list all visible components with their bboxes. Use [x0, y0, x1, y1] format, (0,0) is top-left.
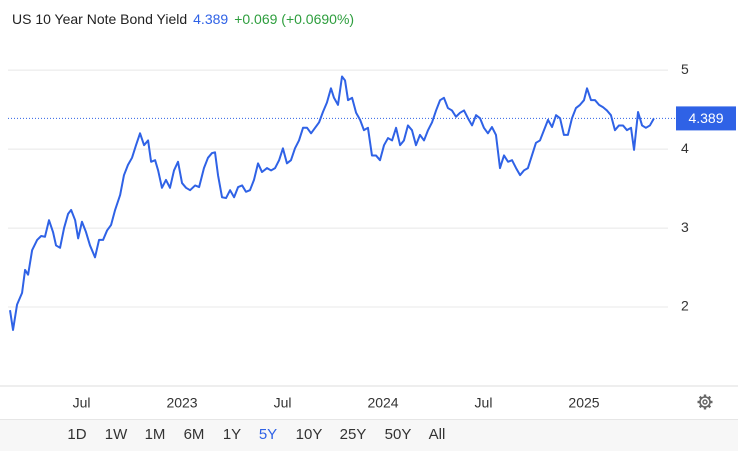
range-button[interactable]: 5Y: [258, 426, 278, 443]
range-button[interactable]: 1W: [104, 426, 128, 443]
range-button[interactable]: 1M: [144, 426, 166, 443]
x-tick-label: Jul: [475, 395, 493, 411]
price-marker: [676, 106, 736, 131]
price-line: [9, 75, 655, 331]
header: US 10 Year Note Bond Yield 4.389 +0.069 (+…: [12, 11, 360, 27]
x-tick-label: 2023: [166, 395, 197, 411]
range-button[interactable]: 6M: [183, 426, 205, 443]
range-button[interactable]: 25Y: [339, 426, 367, 443]
chart: 2 3 4 5 Jul 2023 Jul 2024 Jul 2025 4.389: [0, 61, 738, 411]
price: 4.389: [193, 11, 229, 27]
settings-icon[interactable]: [697, 394, 713, 410]
y-tick-label: 2: [681, 298, 689, 314]
range-button[interactable]: 1D: [67, 426, 87, 443]
change: +0.069 (+0.0690%): [234, 11, 355, 27]
range-button[interactable]: 1Y: [222, 426, 242, 443]
range-button[interactable]: 50Y: [384, 426, 412, 443]
y-tick-label: 4: [681, 140, 689, 156]
x-tick-label: 2024: [367, 395, 398, 411]
title: US 10 Year Note Bond Yield: [12, 11, 188, 27]
price-marker-label: 4.389: [688, 110, 723, 126]
x-tick-label: Jul: [274, 395, 292, 411]
x-tick-label: Jul: [73, 395, 91, 411]
range-bar: 1D 1W 1M 6M 1Y 5Y 10Y 25Y 50Y All: [0, 419, 738, 451]
y-tick-label: 5: [681, 61, 689, 77]
range-button[interactable]: All: [428, 426, 446, 443]
range-button[interactable]: 10Y: [295, 426, 323, 443]
x-tick-label: 2025: [568, 395, 599, 411]
y-tick-label: 3: [681, 219, 689, 235]
